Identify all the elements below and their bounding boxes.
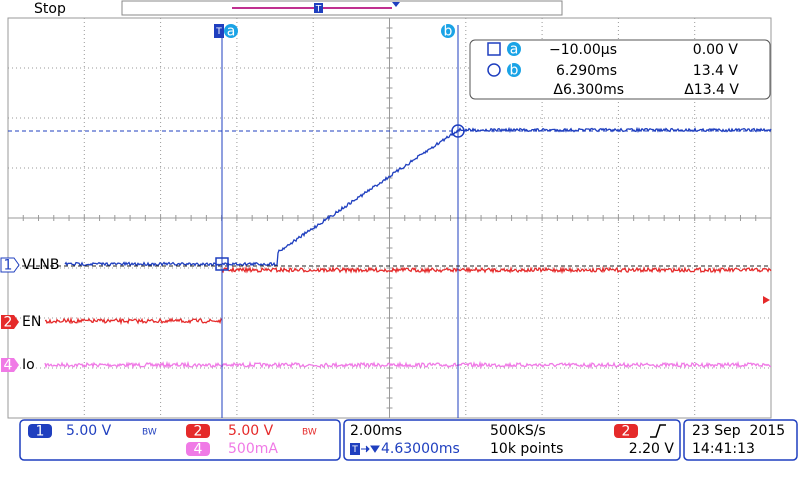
cursor-a-badge [224,24,238,38]
ch2-scale: 5.00 V [228,423,274,439]
ch2-badge [186,424,210,438]
ch1-scale: 5.00 V [66,423,112,439]
trigger-slope [650,424,666,438]
cursor-b-badge-label: b [444,24,453,40]
trigger-position: 4.63000ms [381,441,460,457]
cursor-t-tag [214,24,224,38]
cursor-a-badge-label: a [227,24,236,40]
trigger-position-box [314,3,323,13]
ch2-badge-number: 2 [194,424,203,440]
trigger-pointer [392,2,400,7]
graticule-frame [7,17,772,419]
cursor-t-tag-label: T [215,27,222,37]
ch1-marker-number: 1 [4,258,13,274]
cursor-b-value: 13.4 V [693,63,739,79]
ch2-trace-low [44,316,223,326]
record-length: 10k points [490,441,563,457]
readout-a-badge-label: a [510,42,519,58]
ch2-bandwidth: BW [302,428,317,438]
trigger-pos-arrow [361,445,380,453]
delta-time: Δ6.300ms [553,82,624,98]
ch1-bandwidth: BW [142,428,157,438]
sample-rate: 500kS/s [490,423,546,439]
readout-b-badge [507,63,521,77]
horizontal-panel [343,419,681,461]
time-per-div: 2.00ms [350,423,402,439]
trigger-pos-icon [350,443,360,455]
traces [44,126,772,370]
delta-value: Δ13.4 V [684,82,739,98]
vertical-panel [19,419,341,461]
ch4-badge [186,442,210,456]
ch4-marker-number: 4 [4,358,13,374]
ch1-badge [28,424,52,438]
cursor-b-badge [441,24,455,38]
clock-panel [683,419,798,461]
readout-b-circle [487,63,501,77]
ch4-scale: 500mA [228,441,278,457]
cursor-a-marker [215,257,229,271]
ch2-marker-number: 2 [4,315,13,331]
cursor-b-time: 6.290ms [556,63,617,79]
ch1-name: VLNB [22,257,59,273]
trigger-level-arrow [763,296,770,304]
time: 14:41:13 [692,441,755,457]
record-window [121,0,563,16]
cursor-a-value: 0.00 V [693,42,739,58]
ch2-marker [1,315,19,329]
trigger-level: 2.20 V [629,441,675,457]
ch1-trace [64,126,772,267]
cursor-b-marker [451,124,465,138]
readout-a-badge [507,42,521,56]
cursor-readout [469,39,771,100]
cursor-a-time: −10.00µs [549,42,617,58]
readout-b-badge-label: b [510,63,519,79]
ch4-marker [1,358,19,372]
ch4-trace [44,360,772,370]
trigger-source-badge [614,424,638,438]
ch1-badge-number: 1 [36,424,45,440]
trigger-position-label: T [315,5,322,15]
readout-a-square [487,42,501,56]
acquisition-status: Stop [34,1,66,17]
ch4-name: Io [22,357,35,373]
date: 23 Sep 2015 [692,423,785,439]
ch1-marker [0,257,20,273]
ch2-name: EN [22,314,41,330]
ch2-trace-high [221,265,772,275]
trigger-pos-icon-label: T [351,445,358,455]
trigger-source: 2 [622,424,631,440]
ch4-badge-number: 4 [194,442,203,458]
